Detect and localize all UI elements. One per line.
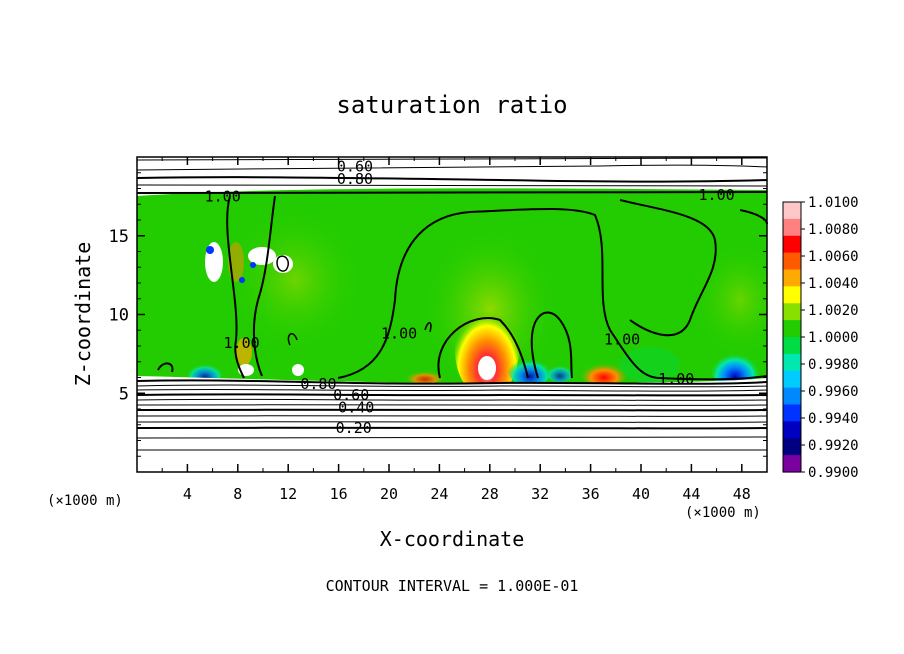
contour-label: 0.60 — [333, 386, 369, 404]
saturation-field — [137, 188, 767, 384]
colorbar-label: 1.0080 — [808, 222, 859, 238]
colorbar-label: 1.0040 — [808, 276, 859, 292]
contour-label: 0.80 — [337, 170, 373, 188]
colorbar-swatch — [783, 320, 801, 338]
colorbar-label: 0.9940 — [808, 411, 859, 427]
x-tick-label: 20 — [380, 485, 398, 503]
colorbar-swatch — [783, 202, 801, 220]
colorbar-label: 0.9920 — [808, 438, 859, 454]
x-axis-ticks: 4 8 12 16 20 24 28 32 36 40 44 48 — [161, 157, 751, 503]
contour-lines — [136, 157, 768, 451]
colorbar-swatch — [783, 218, 801, 237]
colorbar-label: 1.0000 — [808, 330, 859, 346]
y-tick-label: 10 — [109, 306, 129, 326]
colorbar-swatch — [783, 337, 801, 355]
colorbar-swatch — [783, 286, 801, 304]
x-tick-label: 40 — [632, 485, 650, 503]
contour-label: 1.00 — [205, 187, 241, 205]
x-tick-label: 32 — [531, 485, 549, 503]
colorbar-swatch — [783, 404, 801, 422]
y-axis-label: Z-coordinate — [71, 242, 95, 387]
colorbar-label: 0.9980 — [808, 357, 859, 373]
x-tick-label: 8 — [233, 485, 242, 503]
x-axis-unit-left: (×1000 m) — [47, 493, 123, 509]
colorbar-swatch — [783, 438, 801, 456]
x-tick-label: 4 — [183, 485, 192, 503]
colorbar-swatch — [783, 252, 801, 271]
contour-label: 1.00 — [224, 334, 260, 352]
contour-label: 0.40 — [338, 398, 374, 416]
y-axis-ticks: 5 10 15 — [109, 172, 767, 457]
x-tick-label: 28 — [481, 485, 499, 503]
colorbar-swatch — [783, 455, 801, 473]
y-tick-label: 15 — [109, 227, 129, 247]
colorbar-label: 0.9960 — [808, 384, 859, 400]
contour-label: 0.20 — [336, 419, 372, 437]
colorbar-swatch — [783, 269, 801, 287]
colorbar-swatch — [783, 370, 801, 389]
contour-label: 1.00 — [604, 331, 640, 349]
y-tick-label: 5 — [119, 384, 129, 404]
colorbar-label: 0.9900 — [808, 465, 859, 481]
contour-labels: 0.600.801.00 1.001.001.00 1.001.000.800.60… — [205, 157, 735, 436]
contour-label: 1.00 — [381, 324, 417, 342]
x-tick-label: 48 — [733, 485, 751, 503]
colorbar-swatch — [783, 421, 801, 439]
x-axis-unit-right: (×1000 m) — [685, 505, 761, 521]
x-tick-label: 12 — [279, 485, 297, 503]
colorbar-label: 1.0020 — [808, 303, 859, 319]
x-axis-label: X-coordinate — [380, 527, 525, 551]
colorbar-swatch — [783, 387, 801, 406]
colorbar-swatch — [783, 235, 801, 254]
colorbar-label: 1.0100 — [808, 195, 859, 211]
contour-label: 1.00 — [658, 370, 694, 388]
colorbar: 1.0100 1.0080 1.0060 1.0040 1.0020 1.0000 0.99… — [782, 195, 859, 481]
contour-label: 0.60 — [337, 157, 373, 175]
x-tick-label: 44 — [682, 485, 700, 503]
x-tick-label: 36 — [582, 485, 600, 503]
x-tick-label: 24 — [430, 485, 448, 503]
chart-title: saturation ratio — [336, 91, 567, 119]
colorbar-swatch — [783, 303, 801, 321]
contour-label: 1.00 — [699, 186, 735, 204]
contour-label: 0.80 — [300, 375, 336, 393]
colorbar-label: 1.0060 — [808, 249, 859, 265]
contour-interval-note: CONTOUR INTERVAL = 1.000E-01 — [326, 577, 579, 595]
colorbar-swatch — [783, 353, 801, 372]
x-tick-label: 16 — [330, 485, 348, 503]
